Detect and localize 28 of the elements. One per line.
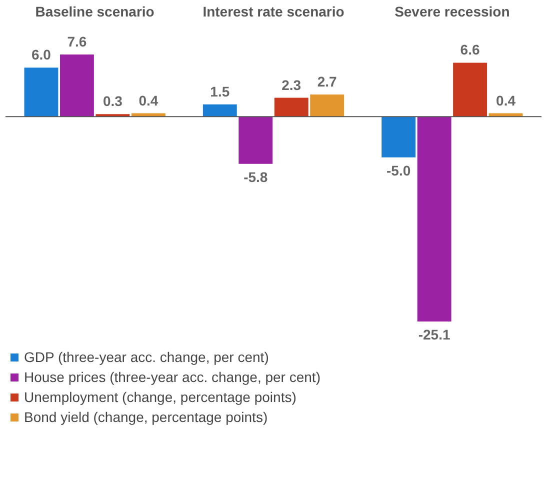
bar: [60, 54, 94, 117]
data-label: -5.8: [244, 168, 268, 185]
bar: [202, 104, 237, 117]
data-label: 6.0: [32, 46, 52, 63]
data-label: -25.1: [418, 326, 450, 342]
x-tick-label: Severe recession: [394, 4, 510, 20]
bar: [238, 116, 273, 164]
legend-label: House prices (three-year acc. change, per cent): [24, 369, 320, 385]
data-label: 2.3: [282, 76, 302, 93]
bar: [417, 116, 452, 322]
bar: [274, 98, 308, 117]
bar: [382, 116, 416, 158]
legend-label: Bond yield (change, percentage points): [24, 409, 268, 425]
legend-label: GDP (three-year acc. change, per cent): [24, 349, 269, 365]
bar: [453, 62, 488, 117]
x-tick-label: Baseline scenario: [35, 4, 154, 20]
data-label: 1.5: [210, 83, 230, 100]
data-label: 2.7: [317, 74, 338, 90]
data-label: 0.4: [138, 92, 158, 108]
x-tick-label: Interest rate scenario: [202, 4, 344, 20]
bar: [24, 68, 58, 117]
data-label: 0.4: [496, 92, 516, 108]
data-label: -5.0: [386, 162, 411, 178]
data-label: 6.6: [460, 42, 480, 58]
legend-label: Unemployment (change, percentage points): [24, 389, 296, 405]
bar: [310, 94, 344, 117]
data-label: 7.6: [67, 34, 87, 50]
data-label: 0.3: [102, 93, 123, 110]
